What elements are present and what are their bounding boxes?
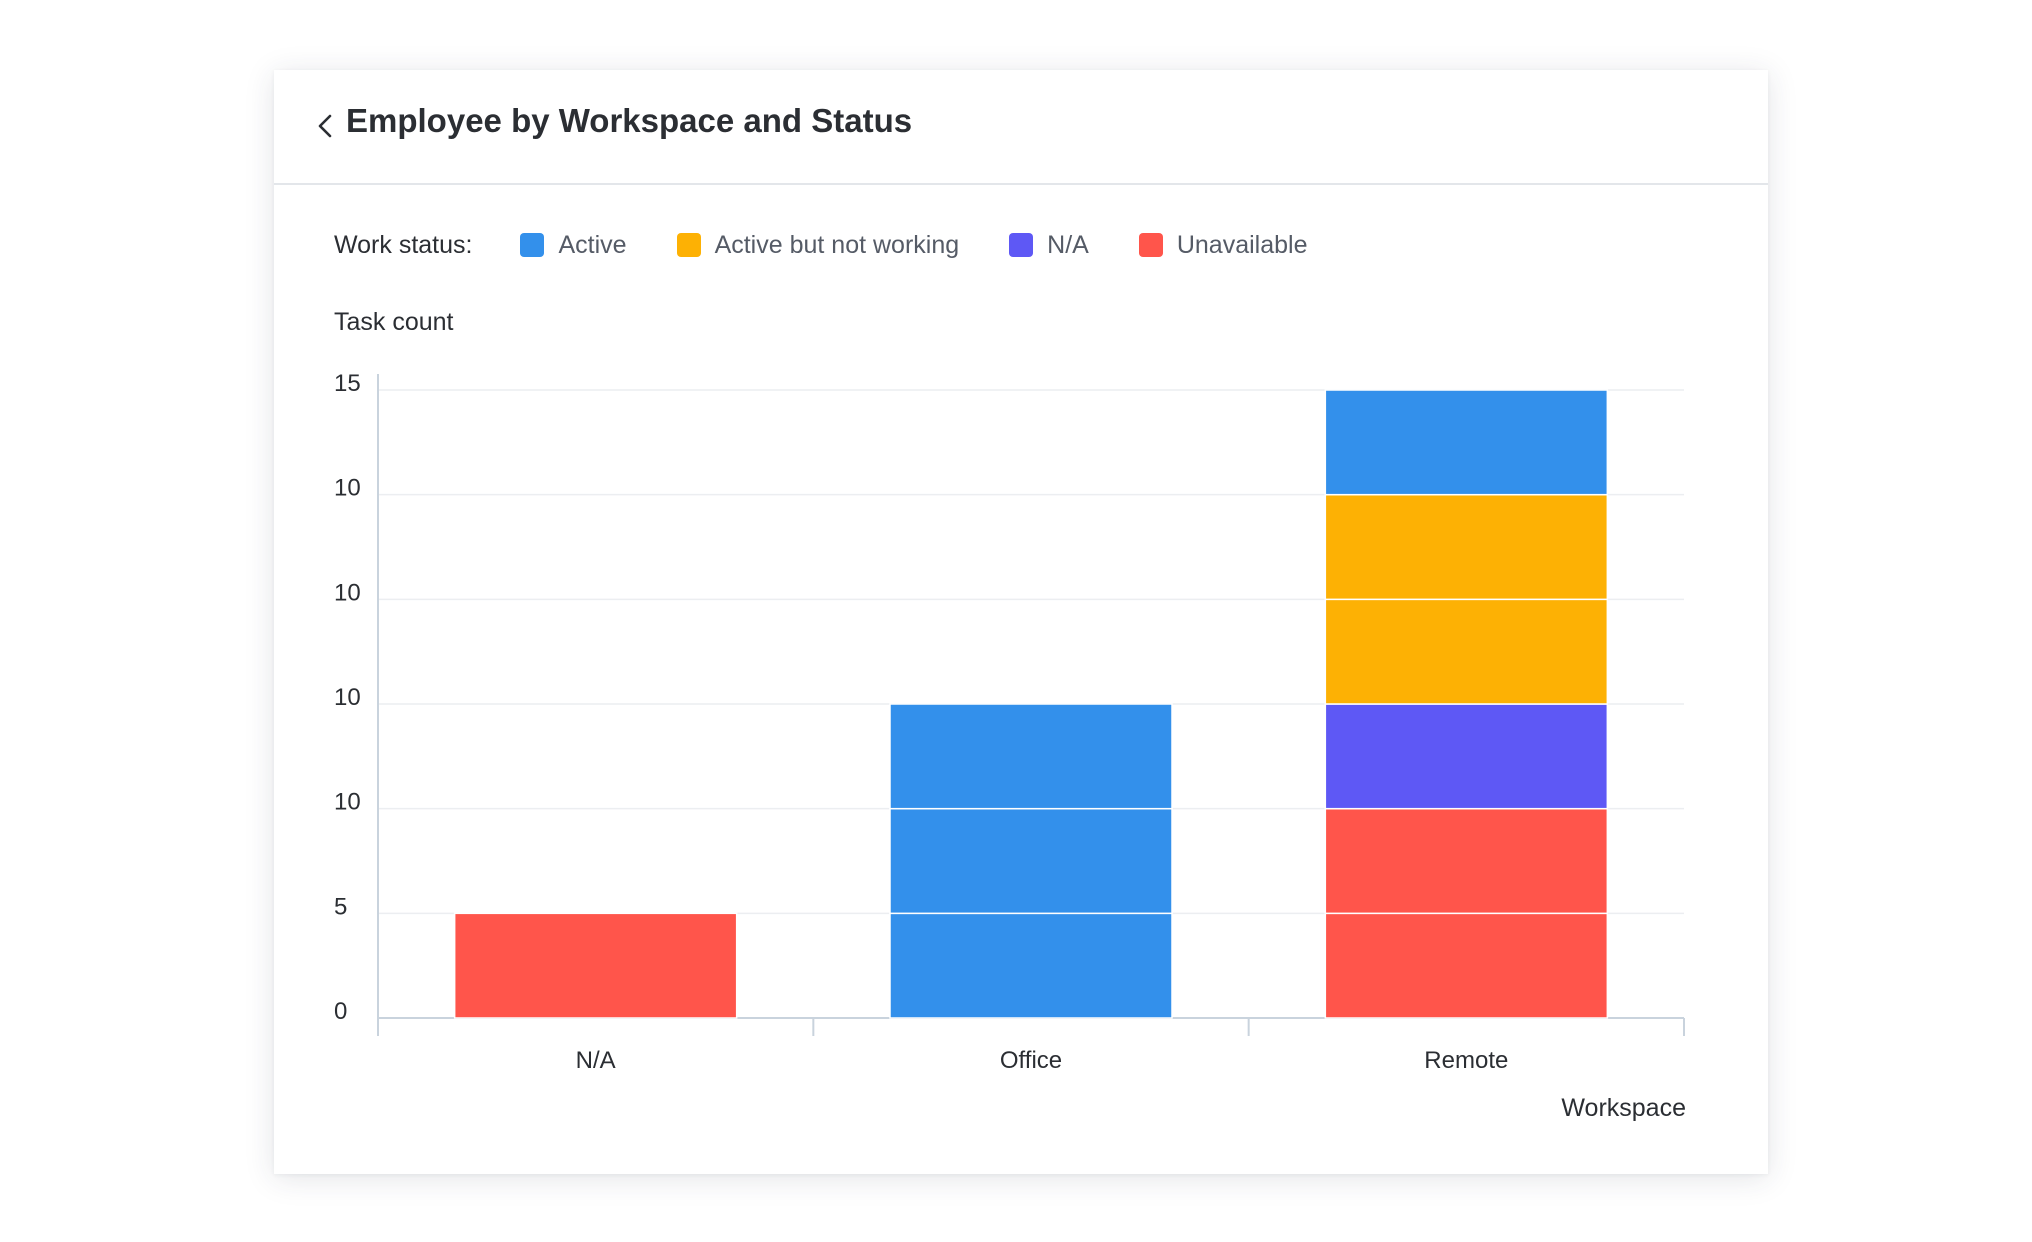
bar-segment xyxy=(889,912,1173,1019)
chart-plot: 0 5 10 10 10 10 15 N/A Office Remote xyxy=(334,370,1685,1074)
back-button[interactable] xyxy=(308,108,344,144)
legend-title: Work status: xyxy=(334,230,473,259)
card-header: Employee by Workspace and Status xyxy=(274,70,1768,185)
legend-item-active-but-not-working[interactable]: Active but not working xyxy=(676,230,960,260)
bar-segment xyxy=(1324,807,1609,915)
legend: Work status: Active Active but not worki… xyxy=(334,225,1357,265)
bar-segment xyxy=(889,703,1173,810)
x-tick-label: N/A xyxy=(576,1047,616,1074)
bar-segment xyxy=(1324,493,1609,601)
y-tick-label: 10 xyxy=(334,475,361,502)
legend-label: Unavailable xyxy=(1176,230,1308,259)
y-tick-label: 10 xyxy=(334,579,361,606)
y-tick-label: 5 xyxy=(334,893,347,920)
bar-segment xyxy=(1324,389,1609,496)
page-title: Employee by Workspace and Status xyxy=(346,102,913,139)
legend-label: Active xyxy=(558,230,627,259)
bar-segment xyxy=(1324,598,1609,705)
chevron-left-icon xyxy=(318,114,332,138)
y-axis-label: Task count xyxy=(334,308,454,336)
chart-card: Employee by Workspace and Status Work st… xyxy=(274,70,1768,1174)
y-tick-label: 10 xyxy=(334,684,361,711)
x-tick-label: Office xyxy=(1000,1047,1062,1074)
bar-segment xyxy=(889,807,1173,915)
bar-segment xyxy=(1324,703,1609,810)
x-tick-label: Remote xyxy=(1424,1047,1508,1074)
legend-label: Active but not working xyxy=(714,230,960,259)
y-tick-label: 10 xyxy=(334,789,361,816)
x-axis-label: Workspace xyxy=(1561,1094,1686,1122)
legend-label: N/A xyxy=(1047,230,1089,259)
bar-segment xyxy=(453,912,738,1019)
legend-swatch xyxy=(520,233,545,257)
legend-swatch xyxy=(676,233,701,257)
legend-item-na[interactable]: N/A xyxy=(1009,231,1089,260)
bar-segment xyxy=(1324,912,1609,1019)
legend-item-active[interactable]: Active xyxy=(520,230,627,260)
legend-item-unavailable[interactable]: Unavailable xyxy=(1138,230,1308,260)
legend-swatch xyxy=(1009,233,1034,257)
legend-swatch xyxy=(1138,233,1163,257)
y-tick-label: 0 xyxy=(334,998,347,1025)
y-tick-label: 15 xyxy=(334,370,361,397)
